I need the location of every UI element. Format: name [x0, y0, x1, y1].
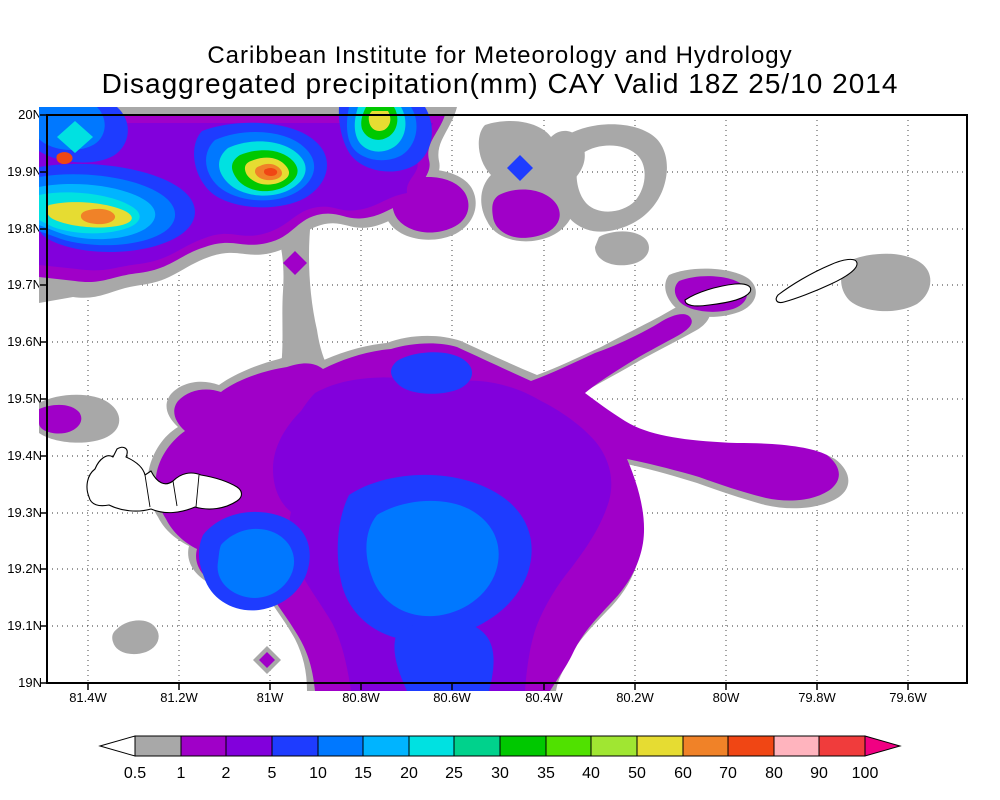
axis-ticks	[40, 114, 909, 690]
legend-label: 40	[582, 765, 600, 782]
precip-b5-bottom-tail	[394, 619, 494, 691]
legend-arrow-right	[864, 735, 902, 757]
precip-b5-central-north	[391, 352, 473, 394]
legend-cell	[408, 735, 455, 757]
product-title: Disaggregated precipitation(mm) CAY Vali…	[101, 68, 899, 99]
legend-label: 25	[445, 765, 463, 782]
lon-label: 81W	[256, 690, 284, 705]
lon-label: 80.8W	[342, 690, 380, 705]
legend-label: 90	[810, 765, 828, 782]
precip-gray-ring	[556, 124, 667, 232]
precip-p1-bottom-diamond	[259, 652, 275, 668]
lat-label: 20N	[18, 107, 42, 122]
precip-c20-corner-diamond	[57, 121, 93, 153]
precip-gray-strip	[273, 219, 331, 379]
precipitation-map	[39, 107, 968, 691]
precip-b10-central-sw	[217, 528, 295, 598]
precip-gray-sw-spot	[112, 620, 159, 655]
legend-cell	[818, 735, 866, 757]
lat-label: 19N	[18, 675, 42, 690]
precip-b5-topright-di amond	[507, 155, 533, 181]
precip-p1-topright-2	[492, 189, 560, 238]
legend-label: 1	[177, 765, 186, 782]
legend-label: 80	[765, 765, 783, 782]
legend-label: 50	[628, 765, 646, 782]
colorbar-legend: 0.5 1 2 5 10 15 20 25 30 35 40 50 60 70 …	[98, 735, 902, 782]
legend-cell	[773, 735, 820, 757]
legend-cell	[225, 735, 273, 757]
legend-label: 30	[491, 765, 509, 782]
institute-title: Caribbean Institute for Meteorology and …	[207, 42, 793, 69]
legend-label: 60	[674, 765, 692, 782]
lat-label: 19.5N	[7, 391, 42, 406]
legend-cell	[590, 735, 638, 757]
precip-gray-topright-3	[595, 231, 649, 266]
legend-label: 5	[268, 765, 277, 782]
lon-label: 81.4W	[69, 690, 107, 705]
legend-cell	[453, 735, 501, 757]
lon-label: 80.6W	[433, 690, 471, 705]
precip-o70-mid-dot	[264, 167, 278, 176]
legend-label: 70	[719, 765, 737, 782]
precip-b10-central-main	[366, 500, 499, 617]
grand-cayman-coastline	[86, 446, 243, 514]
lat-label: 19.6N	[7, 334, 42, 349]
precip-p1-strip-diamond	[283, 251, 307, 275]
lat-label: 19.3N	[7, 505, 42, 520]
precip-o60-west-spot	[80, 208, 116, 225]
little-cayman-coastline	[684, 283, 752, 307]
lon-label: 81.2W	[160, 690, 198, 705]
lon-label: 79.6W	[889, 690, 927, 705]
legend-label: 35	[537, 765, 555, 782]
legend-label: 100	[852, 765, 879, 782]
legend-cell	[636, 735, 684, 757]
lat-label: 19.8N	[7, 221, 42, 236]
legend-label: 15	[354, 765, 372, 782]
precip-gray-brac-blob	[841, 253, 931, 312]
legend-label: 2	[222, 765, 231, 782]
legend-label: 20	[400, 765, 418, 782]
lat-label: 19.1N	[7, 618, 42, 633]
lat-label: 19.7N	[7, 277, 42, 292]
lon-label: 80.2W	[616, 690, 654, 705]
lat-label: 19.2N	[7, 561, 42, 576]
grand-cayman-district-lines	[144, 474, 200, 508]
legend-label: 0.5	[124, 765, 146, 782]
legend-cell	[134, 735, 182, 757]
precip-o70-corner-dot	[56, 152, 73, 164]
legend-cell	[545, 735, 592, 757]
lon-label: 80.4W	[525, 690, 563, 705]
legend-cell	[317, 735, 364, 757]
lat-label: 19.4N	[7, 448, 42, 463]
precip-p1-left-edge	[39, 404, 82, 434]
precip-p1-topright-1	[392, 177, 469, 233]
legend-arrow-left	[98, 735, 136, 757]
cayman-brac-coastline	[775, 258, 858, 304]
legend-cell	[271, 735, 319, 757]
legend-cell	[499, 735, 547, 757]
legend-label: 10	[309, 765, 327, 782]
legend-cell	[362, 735, 410, 757]
lat-label: 19.9N	[7, 164, 42, 179]
lon-label: 79.8W	[798, 690, 836, 705]
legend-cell	[682, 735, 729, 757]
legend-cell	[180, 735, 227, 757]
legend-cell	[727, 735, 775, 757]
lon-label: 80W	[712, 690, 740, 705]
